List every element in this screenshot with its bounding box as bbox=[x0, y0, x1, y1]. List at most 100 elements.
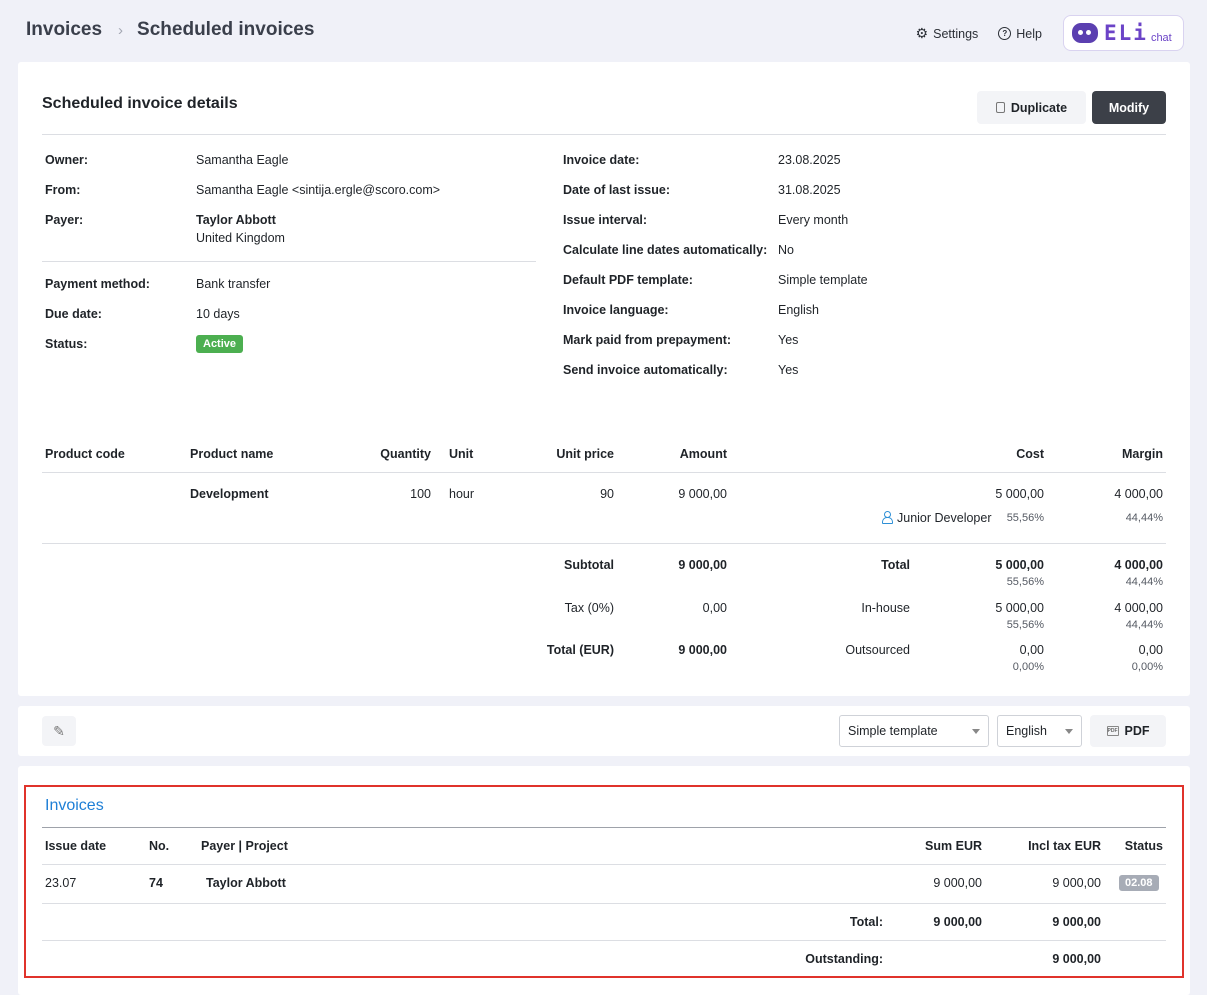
summary-inhouse-margin: 4 000,00 bbox=[1114, 601, 1163, 615]
role-name: Junior Developer bbox=[897, 511, 992, 525]
template-select[interactable]: Simple template bbox=[839, 715, 989, 747]
pdf-template-label: Default PDF template: bbox=[563, 273, 693, 287]
send-auto-value: Yes bbox=[778, 363, 799, 377]
tax-label: Tax (0%) bbox=[564, 601, 614, 615]
breadcrumb-invoices-link[interactable]: Invoices bbox=[26, 19, 103, 40]
due-date-value: 10 days bbox=[196, 307, 240, 321]
payer-cell[interactable]: Taylor Abbott bbox=[206, 876, 286, 890]
total-eur-value: 9 000,00 bbox=[678, 643, 727, 657]
robot-icon bbox=[1072, 23, 1098, 43]
language-select[interactable]: English bbox=[997, 715, 1082, 747]
total-sum: 9 000,00 bbox=[933, 915, 982, 929]
divider bbox=[42, 472, 1166, 473]
from-label: From: bbox=[45, 183, 81, 197]
summary-inhouse-margin-pct: 44,44% bbox=[1125, 619, 1163, 631]
margin-cell: 4 000,00 bbox=[1114, 487, 1163, 501]
total-label: Total: bbox=[849, 915, 883, 929]
details-title: Scheduled invoice details bbox=[42, 95, 238, 112]
subtotal-value: 9 000,00 bbox=[678, 558, 727, 572]
col-cost: Cost bbox=[1016, 447, 1044, 461]
payer-country: United Kingdom bbox=[196, 231, 285, 245]
divider bbox=[42, 903, 1166, 904]
scheduled-invoice-details-card: Scheduled invoice details Duplicate Modi… bbox=[18, 62, 1190, 696]
eli-chat-button[interactable]: ELi chat bbox=[1063, 15, 1184, 51]
summary-inhouse-cost-pct: 55,56% bbox=[1006, 619, 1044, 631]
duplicate-label: Duplicate bbox=[1010, 100, 1068, 115]
pdf-toolbar: ✎ Simple template English PDF PDF bbox=[18, 706, 1190, 756]
summary-outsourced-margin: 0,00 bbox=[1138, 643, 1163, 657]
col-number: No. bbox=[149, 839, 170, 853]
top-bar: Invoices › Scheduled invoices ⚙ Settings… bbox=[0, 0, 1207, 62]
issue-interval-value: Every month bbox=[778, 213, 849, 227]
col-payer-project: Payer | Project bbox=[201, 839, 288, 853]
col-product-name: Product name bbox=[190, 447, 274, 461]
mark-paid-label: Mark paid from prepayment: bbox=[563, 333, 732, 347]
col-amount: Amount bbox=[679, 447, 727, 461]
edit-button[interactable]: ✎ bbox=[42, 716, 76, 746]
quantity-cell: 100 bbox=[410, 487, 431, 501]
payer-name[interactable]: Taylor Abbott bbox=[196, 213, 276, 227]
invoice-date-label: Invoice date: bbox=[563, 153, 640, 167]
pdf-button[interactable]: PDF PDF bbox=[1090, 715, 1166, 747]
modify-button[interactable]: Modify bbox=[1092, 91, 1166, 124]
summary-total-cost: 5 000,00 bbox=[995, 558, 1044, 572]
breadcrumb: Invoices › Scheduled invoices bbox=[26, 19, 314, 41]
calc-line-dates-value: No bbox=[778, 243, 794, 257]
payment-method-label: Payment method: bbox=[45, 277, 150, 291]
col-status: Status bbox=[1124, 839, 1163, 853]
col-unit: Unit bbox=[449, 447, 474, 461]
pencil-icon: ✎ bbox=[53, 722, 65, 739]
summary-total-cost-pct: 55,56% bbox=[1006, 576, 1044, 588]
subtotal-label: Subtotal bbox=[564, 558, 614, 572]
pdf-file-icon: PDF bbox=[1106, 726, 1119, 736]
invoice-language-value: English bbox=[778, 303, 819, 317]
status-badge: 02.08 bbox=[1119, 875, 1159, 891]
help-link[interactable]: ? Help bbox=[998, 25, 1042, 42]
invoice-number-cell[interactable]: 74 bbox=[149, 876, 163, 890]
last-issue-label: Date of last issue: bbox=[563, 183, 670, 197]
payer-label: Payer: bbox=[45, 213, 84, 227]
duplicate-button[interactable]: Duplicate bbox=[977, 91, 1086, 124]
invoice-language-label: Invoice language: bbox=[563, 303, 669, 317]
highlight-box bbox=[24, 785, 1184, 978]
help-label: Help bbox=[1016, 26, 1042, 41]
due-date-label: Due date: bbox=[45, 307, 102, 321]
col-unit-price: Unit price bbox=[556, 447, 614, 461]
payment-method-value: Bank transfer bbox=[196, 277, 271, 291]
divider bbox=[42, 827, 1166, 828]
invoices-card: Invoices Issue date No. Payer | Project … bbox=[18, 766, 1190, 995]
invoice-date-value: 23.08.2025 bbox=[778, 153, 841, 167]
summary-outsourced-cost-pct: 0,00% bbox=[1012, 661, 1044, 673]
template-select-value: Simple template bbox=[848, 724, 938, 738]
divider bbox=[42, 940, 1166, 941]
last-issue-value: 31.08.2025 bbox=[778, 183, 841, 197]
calc-line-dates-label: Calculate line dates automatically: bbox=[563, 243, 768, 257]
tax-value: 0,00 bbox=[702, 601, 727, 615]
send-auto-label: Send invoice automatically: bbox=[563, 363, 728, 377]
mark-paid-value: Yes bbox=[778, 333, 799, 347]
summary-inhouse-cost: 5 000,00 bbox=[995, 601, 1044, 615]
gear-icon: ⚙ bbox=[915, 25, 929, 41]
role-label: Junior Developer bbox=[882, 511, 992, 525]
divider bbox=[42, 261, 536, 262]
outstanding-value: 9 000,00 bbox=[1052, 952, 1101, 966]
summary-total-margin-pct: 44,44% bbox=[1125, 576, 1163, 588]
product-name-cell: Development bbox=[190, 487, 269, 501]
summary-inhouse-label: In-house bbox=[861, 601, 910, 615]
eli-chat-text: chat bbox=[1150, 32, 1172, 44]
unit-cell: hour bbox=[449, 487, 475, 501]
col-product-code: Product code bbox=[45, 447, 125, 461]
settings-link[interactable]: ⚙ Settings bbox=[916, 25, 979, 42]
caret-down-icon bbox=[972, 729, 980, 734]
eli-logo-text: ELi bbox=[1104, 21, 1148, 45]
from-value: Samantha Eagle <sintija.ergle@scoro.com> bbox=[196, 183, 441, 197]
summary-outsourced-margin-pct: 0,00% bbox=[1131, 661, 1163, 673]
chevron-right-icon: › bbox=[118, 21, 124, 39]
incl-tax-cell: 9 000,00 bbox=[1052, 876, 1101, 890]
cost-cell: 5 000,00 bbox=[995, 487, 1044, 501]
invoices-title[interactable]: Invoices bbox=[45, 797, 104, 814]
amount-cell: 9 000,00 bbox=[678, 487, 727, 501]
outstanding-label: Outstanding: bbox=[805, 952, 883, 966]
help-icon: ? bbox=[998, 27, 1012, 40]
col-margin: Margin bbox=[1122, 447, 1163, 461]
